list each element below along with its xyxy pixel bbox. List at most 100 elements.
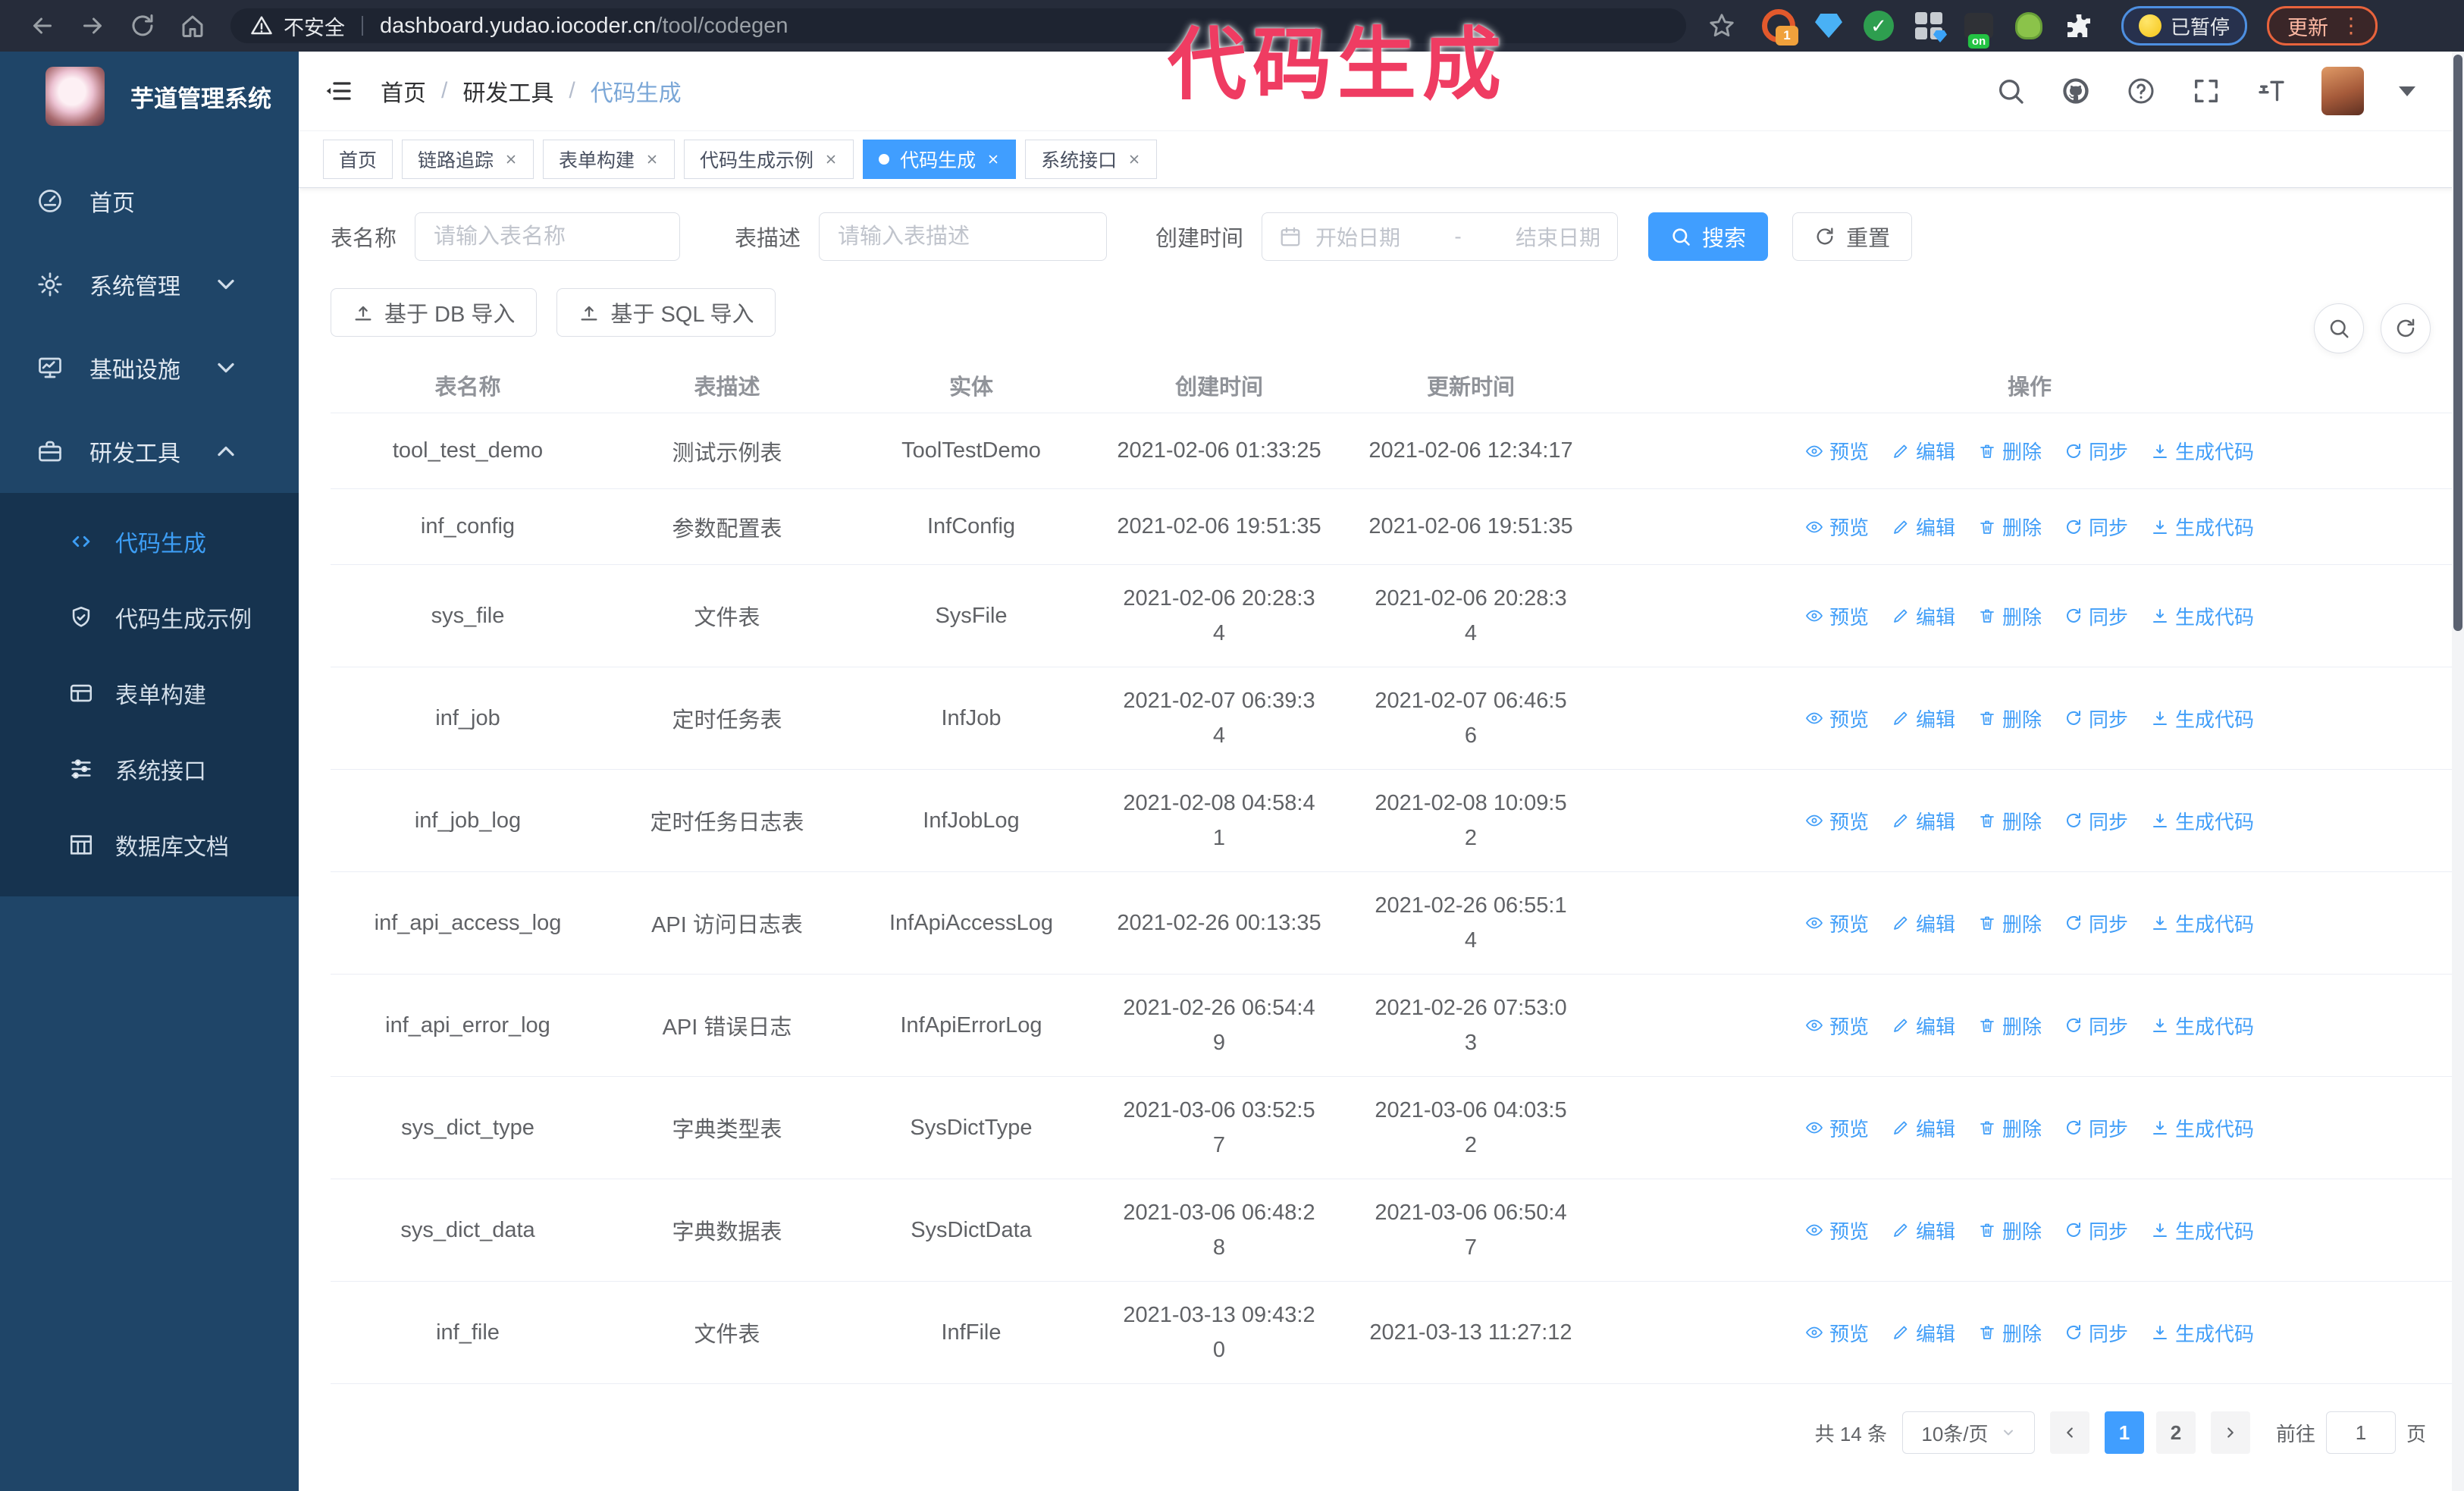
vertical-scrollbar[interactable]	[2452, 52, 2464, 1491]
action-生成代码[interactable]: 生成代码	[2151, 909, 2254, 937]
action-编辑[interactable]: 编辑	[1892, 1012, 1955, 1040]
date-range-picker[interactable]: 开始日期 - 结束日期	[1262, 212, 1619, 261]
sidebar-logo-row[interactable]: 芋道管理系统	[0, 52, 299, 141]
action-生成代码[interactable]: 生成代码	[2151, 1319, 2254, 1347]
action-删除[interactable]: 删除	[1978, 705, 2042, 733]
browser-menu-icon[interactable]: ⋮	[2340, 14, 2362, 37]
action-同步[interactable]: 同步	[2064, 1319, 2128, 1347]
ext-orange-circle[interactable]: 1	[1762, 9, 1798, 46]
db-import-button[interactable]: 基于 DB 导入	[331, 288, 538, 337]
bookmark-star-icon[interactable]	[1707, 11, 1736, 40]
action-编辑[interactable]: 编辑	[1892, 705, 1955, 733]
close-icon[interactable]	[504, 152, 518, 166]
action-同步[interactable]: 同步	[2064, 437, 2128, 465]
help-icon[interactable]	[2126, 76, 2156, 106]
action-删除[interactable]: 删除	[1978, 1319, 2042, 1347]
chevron-down-icon[interactable]	[2399, 86, 2415, 96]
search-button[interactable]: 搜索	[1648, 212, 1769, 261]
sidebar-subitem-1[interactable]: 代码生成	[0, 504, 299, 579]
ext-grid-diamond[interactable]	[1912, 9, 1947, 42]
close-icon[interactable]	[824, 152, 838, 166]
action-生成代码[interactable]: 生成代码	[2151, 1216, 2254, 1245]
goto-page-input[interactable]	[2325, 1411, 2396, 1454]
action-删除[interactable]: 删除	[1978, 807, 2042, 835]
tab-系统接口[interactable]: 系统接口	[1025, 140, 1158, 179]
action-同步[interactable]: 同步	[2064, 1114, 2128, 1142]
action-编辑[interactable]: 编辑	[1892, 437, 1955, 465]
action-预览[interactable]: 预览	[1805, 705, 1869, 733]
action-同步[interactable]: 同步	[2064, 513, 2128, 541]
action-编辑[interactable]: 编辑	[1892, 909, 1955, 937]
tab-代码生成示例[interactable]: 代码生成示例	[684, 140, 854, 179]
reset-button[interactable]: 重置	[1792, 212, 1913, 261]
action-预览[interactable]: 预览	[1805, 1216, 1869, 1245]
page-button-1[interactable]: 1	[2104, 1411, 2144, 1454]
action-删除[interactable]: 删除	[1978, 909, 2042, 937]
action-编辑[interactable]: 编辑	[1892, 1319, 1955, 1347]
fullscreen-icon[interactable]	[2191, 76, 2221, 106]
sidebar-item-2[interactable]: 系统管理	[0, 243, 299, 326]
action-编辑[interactable]: 编辑	[1892, 513, 1955, 541]
action-预览[interactable]: 预览	[1805, 602, 1869, 630]
next-page-button[interactable]	[2210, 1411, 2250, 1454]
user-avatar[interactable]	[2321, 67, 2364, 115]
page-button-2[interactable]: 2	[2155, 1411, 2196, 1454]
tab-首页[interactable]: 首页	[323, 140, 393, 179]
github-icon[interactable]	[2061, 76, 2091, 106]
action-编辑[interactable]: 编辑	[1892, 807, 1955, 835]
browser-home-icon[interactable]	[179, 12, 206, 39]
action-删除[interactable]: 删除	[1978, 513, 2042, 541]
page-size-select[interactable]: 10条/页	[1901, 1411, 2035, 1454]
prev-page-button[interactable]	[2049, 1411, 2089, 1454]
action-预览[interactable]: 预览	[1805, 437, 1869, 465]
table-desc-input[interactable]	[819, 212, 1108, 261]
action-生成代码[interactable]: 生成代码	[2151, 1012, 2254, 1040]
tab-代码生成[interactable]: 代码生成	[863, 140, 1017, 179]
action-编辑[interactable]: 编辑	[1892, 1216, 1955, 1245]
ext-puzzle[interactable]	[2062, 9, 2096, 42]
close-icon[interactable]	[645, 152, 659, 166]
action-同步[interactable]: 同步	[2064, 807, 2128, 835]
toggle-search-button[interactable]	[2314, 303, 2364, 353]
action-生成代码[interactable]: 生成代码	[2151, 602, 2254, 630]
action-预览[interactable]: 预览	[1805, 513, 1869, 541]
tab-表单构建[interactable]: 表单构建	[543, 140, 676, 179]
sidebar-subitem-3[interactable]: 表单构建	[0, 655, 299, 731]
action-编辑[interactable]: 编辑	[1892, 1114, 1955, 1142]
table-name-input[interactable]	[415, 212, 681, 261]
ext-dark-on[interactable]: on	[1962, 9, 1995, 49]
paused-badge[interactable]: 已暂停	[2121, 6, 2248, 46]
action-生成代码[interactable]: 生成代码	[2151, 1114, 2254, 1142]
action-同步[interactable]: 同步	[2064, 705, 2128, 733]
ext-green-check[interactable]: ✓	[1862, 9, 1895, 42]
action-生成代码[interactable]: 生成代码	[2151, 807, 2254, 835]
ext-blue-gem[interactable]	[1812, 9, 1845, 42]
action-删除[interactable]: 删除	[1978, 1012, 2042, 1040]
action-预览[interactable]: 预览	[1805, 807, 1869, 835]
action-生成代码[interactable]: 生成代码	[2151, 513, 2254, 541]
action-预览[interactable]: 预览	[1805, 1114, 1869, 1142]
ext-green-bot[interactable]	[2012, 9, 2045, 42]
action-删除[interactable]: 删除	[1978, 1216, 2042, 1245]
sidebar-subitem-2[interactable]: 代码生成示例	[0, 579, 299, 655]
browser-update-button[interactable]: 更新 ⋮	[2267, 6, 2378, 46]
close-icon[interactable]	[1127, 152, 1141, 166]
action-同步[interactable]: 同步	[2064, 909, 2128, 937]
tab-链路追踪[interactable]: 链路追踪	[402, 140, 534, 179]
sidebar-item-1[interactable]: 首页	[0, 159, 299, 243]
browser-reload-icon[interactable]	[129, 12, 156, 39]
sidebar-subitem-5[interactable]: 数据库文档	[0, 807, 299, 883]
sidebar-item-3[interactable]: 基础设施	[0, 326, 299, 410]
action-同步[interactable]: 同步	[2064, 1216, 2128, 1245]
search-icon[interactable]	[1995, 76, 2026, 106]
close-icon[interactable]	[986, 152, 1000, 166]
browser-back-icon[interactable]	[29, 12, 56, 39]
font-size-icon[interactable]	[2256, 76, 2287, 106]
action-生成代码[interactable]: 生成代码	[2151, 705, 2254, 733]
action-删除[interactable]: 删除	[1978, 1114, 2042, 1142]
refresh-table-button[interactable]	[2381, 303, 2431, 353]
action-预览[interactable]: 预览	[1805, 1012, 1869, 1040]
action-预览[interactable]: 预览	[1805, 909, 1869, 937]
address-bar[interactable]: 不安全 dashboard.yudao.iocoder.cn/tool/code…	[230, 8, 1686, 43]
action-删除[interactable]: 删除	[1978, 437, 2042, 465]
